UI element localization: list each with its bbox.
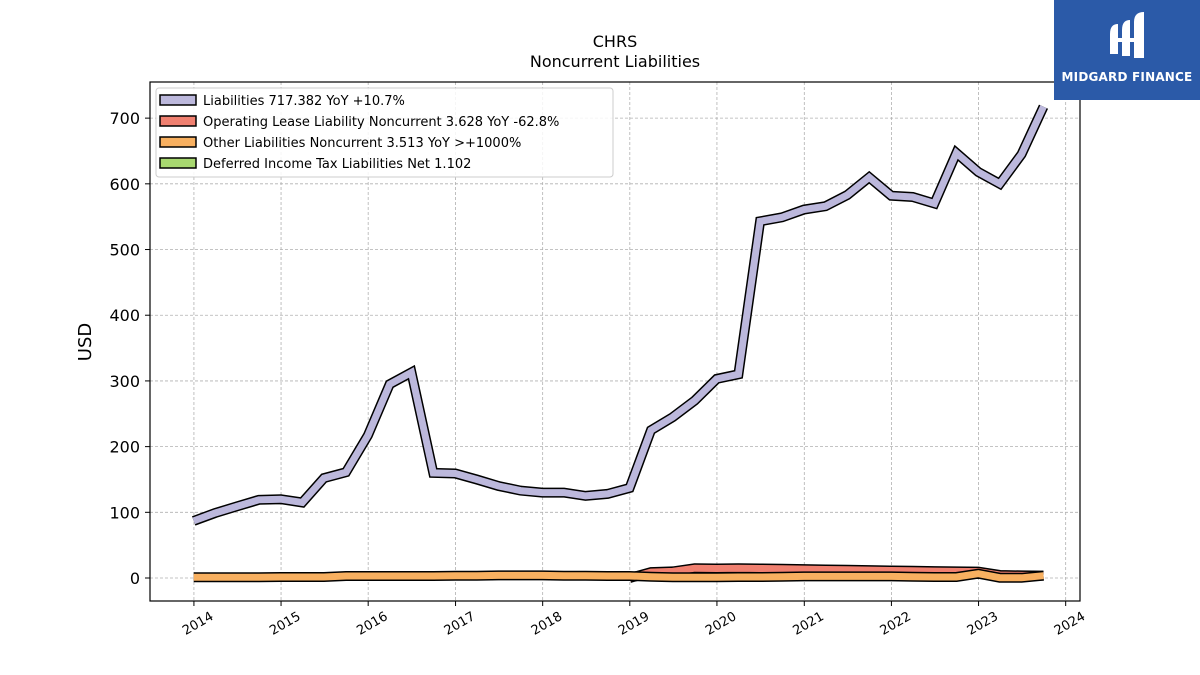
legend-swatch <box>159 94 197 106</box>
x-tick-label: 2015 <box>267 609 303 639</box>
y-tick-label: 300 <box>109 372 140 391</box>
legend-label: Deferred Income Tax Liabilities Net 1.10… <box>203 157 471 172</box>
x-tick-label: 2016 <box>354 609 390 639</box>
y-tick-label: 600 <box>109 175 140 194</box>
y-axis-label: USD <box>75 323 96 361</box>
legend-swatch <box>159 136 197 148</box>
legend-swatch <box>159 157 197 169</box>
x-tick-label: 2019 <box>616 609 652 639</box>
series-layer <box>191 104 1049 583</box>
chart-subtitle: Noncurrent Liabilities <box>530 52 700 71</box>
x-tick-label: 2024 <box>1052 609 1088 639</box>
y-tick-label: 700 <box>109 109 140 128</box>
y-tick-label: 400 <box>109 306 140 325</box>
y-tick-label: 200 <box>109 438 140 457</box>
logo: MIDGARD FINANCE <box>1054 0 1200 100</box>
legend-label: Liabilities 717.382 YoY +10.7% <box>203 94 405 109</box>
logo-mark-icon <box>1110 12 1144 58</box>
x-tick-label: 2017 <box>442 609 478 639</box>
legend-swatch <box>159 115 197 127</box>
x-tick-label: 2020 <box>703 609 739 639</box>
x-tick-label: 2022 <box>878 609 914 639</box>
legend-label: Other Liabilities Noncurrent 3.513 YoY >… <box>203 136 521 151</box>
y-tick-label: 0 <box>130 569 140 588</box>
y-tick-label: 500 <box>109 241 140 260</box>
legend-label: Operating Lease Liability Noncurrent 3.6… <box>203 115 559 130</box>
series-line <box>192 105 1047 525</box>
plot-frame <box>149 81 1081 602</box>
legend: Liabilities 717.382 YoY +10.7% Operating … <box>155 87 614 178</box>
x-tick-label: 2018 <box>529 609 565 639</box>
series-line <box>193 570 1044 582</box>
x-tick-label: 2014 <box>180 609 216 639</box>
y-tick-label: 100 <box>109 503 140 522</box>
logo-text: MIDGARD FINANCE <box>1061 70 1193 84</box>
x-tick-label: 2023 <box>965 609 1001 639</box>
x-tick-label: 2021 <box>790 609 826 639</box>
legend-box <box>155 87 614 178</box>
chart-title: CHRS <box>593 32 637 51</box>
